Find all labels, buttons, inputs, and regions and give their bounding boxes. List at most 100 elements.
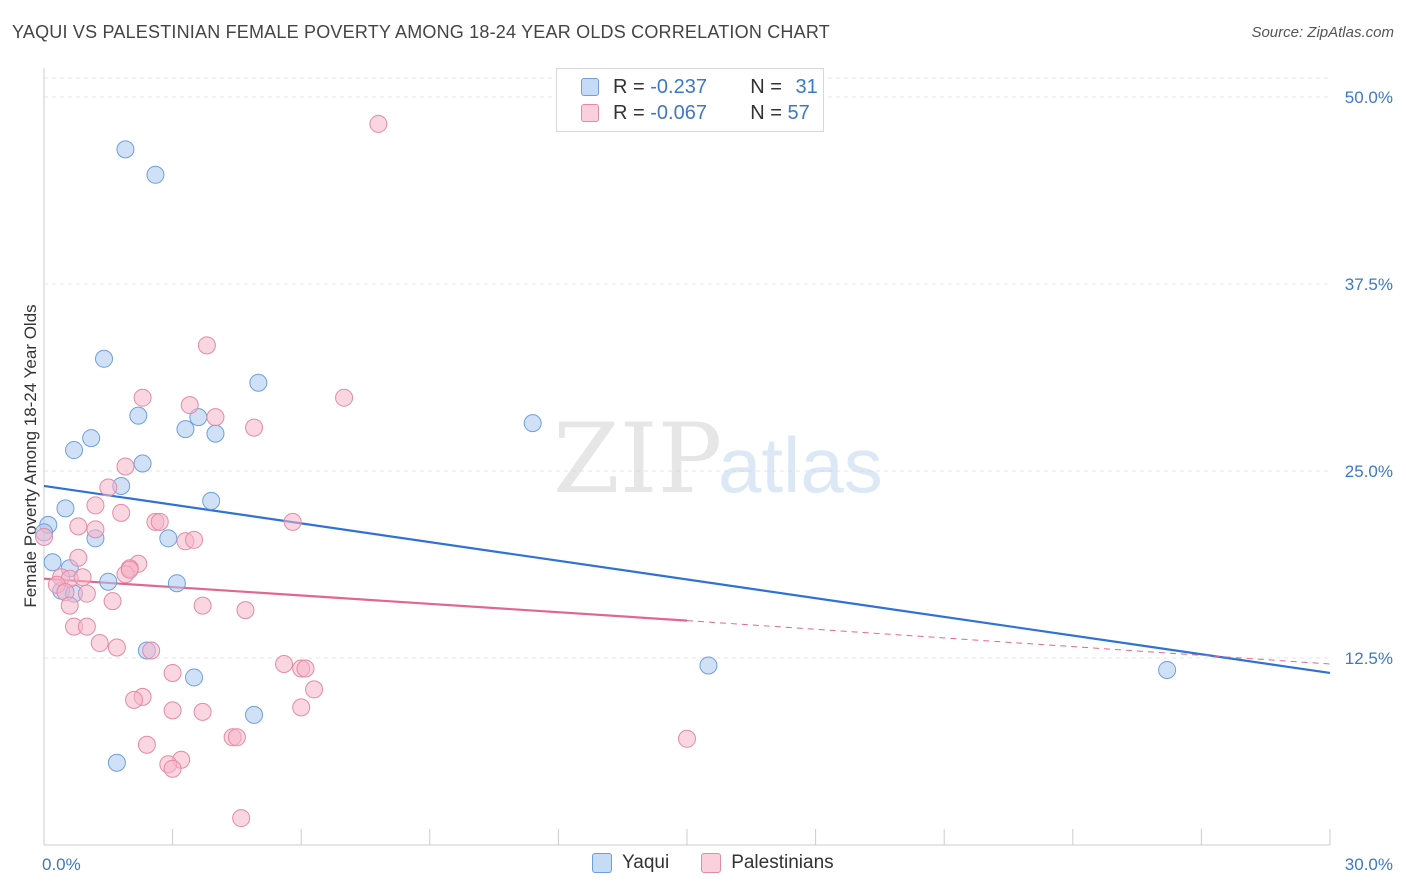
- yaqui-point: [146, 165, 165, 184]
- palestinian-point: [163, 759, 182, 778]
- yaqui-point: [1158, 660, 1177, 679]
- palestinian-point: [236, 601, 255, 620]
- palestinian-point: [120, 560, 139, 579]
- palestinian-point: [112, 503, 131, 522]
- x-tick-label-max: 30.0%: [1345, 855, 1393, 874]
- palestinian-point: [35, 527, 53, 546]
- palestinian-point: [180, 396, 199, 415]
- trend-lines: [43, 484, 1331, 675]
- palestinian-point: [197, 336, 216, 355]
- palestinian-point: [77, 617, 96, 636]
- yaqui-point: [167, 574, 186, 593]
- legend-n-label: N =: [750, 101, 782, 124]
- palestinian-point: [69, 517, 88, 536]
- palestinian-point: [193, 596, 212, 615]
- legend-swatch-palestinians: [581, 104, 599, 122]
- palestinian-point: [678, 729, 696, 748]
- yaqui-point: [202, 491, 221, 510]
- palestinian-point: [137, 735, 156, 754]
- palestinian-point: [185, 530, 204, 549]
- yaqui-point: [523, 414, 542, 433]
- yaqui-trend-line: [43, 484, 1331, 675]
- chart-title: YAQUI VS PALESTINIAN FEMALE POVERTY AMON…: [12, 22, 830, 42]
- yaqui-point: [43, 553, 62, 572]
- palestinian-point: [77, 584, 96, 603]
- palestinian-point: [133, 388, 152, 407]
- palestinian-point: [107, 638, 126, 657]
- series-legend-palestinians[interactable]: Palestinians: [701, 852, 834, 874]
- palestinian-point: [305, 680, 324, 699]
- legend-row-yaqui: R = -0.237 N = 31: [581, 75, 818, 99]
- y-tick-label: 50.0%: [1345, 88, 1393, 107]
- yaqui-point: [159, 529, 178, 548]
- series-legend: Yaqui Palestinians: [592, 852, 866, 874]
- palestinian-point: [193, 702, 212, 721]
- palestinian-point: [296, 659, 315, 678]
- series-legend-yaqui[interactable]: Yaqui: [592, 852, 669, 874]
- chart-source: Source: ZipAtlas.com: [1251, 24, 1394, 41]
- legend-row-palestinians: R = -0.067 N = 57: [581, 101, 810, 125]
- yaqui-point: [699, 656, 718, 675]
- palestinian-point: [150, 512, 169, 531]
- yaqui-point: [133, 454, 152, 473]
- palestinian-trend-line: [43, 577, 688, 622]
- palestinian-point: [90, 634, 109, 653]
- yaqui-point: [116, 140, 135, 159]
- y-axis-label: Female Poverty Among 18-24 Year Olds: [21, 304, 40, 607]
- palestinian-point: [69, 548, 88, 567]
- palestinian-point: [292, 698, 311, 717]
- y-tick-label: 25.0%: [1345, 462, 1393, 481]
- palestinian-point: [99, 478, 118, 497]
- yaqui-point: [56, 499, 75, 518]
- palestinian-point: [369, 114, 388, 133]
- legend-n-value: 57: [787, 101, 810, 124]
- palestinian-point: [232, 809, 251, 828]
- y-tick-label: 12.5%: [1345, 649, 1393, 668]
- palestinian-point: [73, 568, 92, 587]
- palestinian-point: [60, 596, 79, 615]
- legend-swatch-yaqui: [581, 78, 599, 96]
- legend-r-value: -0.067: [650, 101, 707, 124]
- legend-n-label: N =: [750, 75, 782, 98]
- palestinian-point: [163, 701, 182, 720]
- palestinian-point: [245, 418, 264, 437]
- watermark: ZIP atlas: [553, 403, 883, 515]
- palestinian-point: [335, 388, 354, 407]
- palestinian-point: [86, 496, 105, 515]
- axes-layer: [43, 68, 1330, 846]
- yaqui-point: [206, 424, 225, 443]
- yaqui-point: [185, 668, 204, 687]
- y-tick-label: 37.5%: [1345, 275, 1393, 294]
- palestinian-point: [103, 592, 122, 611]
- series-legend-label: Palestinians: [731, 852, 834, 873]
- palestinian-point: [86, 520, 105, 539]
- palestinian-point: [125, 690, 144, 709]
- yaqui-point: [65, 441, 84, 460]
- palestinian-trend-extension: [686, 620, 1331, 665]
- yaqui-point: [249, 373, 268, 392]
- stats-legend: R = -0.237 N = 31 R = -0.067 N = 57: [556, 68, 824, 132]
- yaqui-point: [129, 406, 148, 425]
- legend-r-label: R =: [613, 101, 645, 124]
- palestinian-point: [206, 408, 225, 427]
- yaqui-point: [82, 429, 101, 448]
- legend-r-value: -0.237: [650, 75, 707, 98]
- yaqui-point: [245, 705, 264, 724]
- palestinian-point: [163, 663, 182, 682]
- x-tick-label-min: 0.0%: [42, 855, 81, 874]
- palestinian-point: [275, 654, 294, 673]
- series-legend-label: Yaqui: [622, 852, 670, 873]
- watermark-atlas: atlas: [718, 421, 883, 509]
- series-swatch-yaqui: [592, 853, 612, 873]
- legend-r-label: R =: [613, 75, 645, 98]
- y-tick-labels: 12.5% 25.0% 37.5% 50.0%: [1345, 88, 1393, 668]
- watermark-zip: ZIP: [553, 403, 722, 515]
- x-tick-labels: 0.0% 30.0%: [42, 855, 1393, 874]
- data-points: [35, 114, 1177, 828]
- yaqui-point: [176, 420, 195, 439]
- yaqui-point: [95, 349, 114, 368]
- series-swatch-palestinians: [701, 853, 722, 873]
- palestinian-point: [227, 728, 246, 747]
- yaqui-point: [107, 753, 126, 772]
